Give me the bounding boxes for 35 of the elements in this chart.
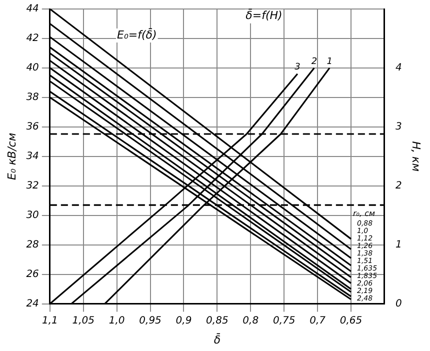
y-tick-label: 24	[26, 298, 39, 310]
y-tick-label: 40	[26, 62, 39, 74]
x-tick-label: 0,8	[242, 315, 259, 326]
x-axis-title: δ̄	[214, 332, 221, 346]
legend-title: r₀, см	[352, 208, 375, 218]
y2-tick-label: 1	[395, 239, 402, 250]
y2-tick-label: 2	[395, 180, 402, 192]
y-tick-label: 38	[26, 92, 39, 104]
y2-tick-label: 4	[395, 62, 402, 74]
x-tick-label: 0,85	[206, 315, 228, 326]
y-tick-label: 44	[26, 4, 39, 15]
series-label: 1	[326, 56, 332, 67]
annotation: δ̄=f(H)	[246, 8, 282, 22]
y-axis-title: E₀ кВ/см	[5, 132, 18, 180]
y2-tick-label: 3	[395, 122, 402, 133]
x-tick-label: 1,1	[42, 315, 58, 326]
x-tick-label: 0,9	[176, 315, 192, 326]
y-tick-label: 42	[26, 33, 39, 44]
x-tick-label: 1,0	[108, 315, 125, 326]
x-tick-label: 0,7	[310, 315, 326, 326]
y-tick-label: 32	[26, 180, 39, 192]
y-tick-label: 30	[26, 210, 39, 221]
x-tick-label: 0,75	[272, 315, 296, 326]
y2-axis-title: H, км	[410, 141, 423, 172]
x-tick-label: 0,65	[340, 315, 362, 326]
y-tick-label: 36	[26, 122, 39, 133]
series-label: 2	[311, 56, 318, 67]
x-tick-label: 0,95	[139, 315, 162, 326]
y2-tick-label: 0	[395, 298, 402, 310]
y-tick-label: 28	[26, 239, 39, 250]
y-tick-label: 34	[26, 150, 39, 162]
x-tick-label: 1,05	[72, 315, 95, 326]
annotation: E₀=f(δ̄)	[117, 27, 157, 42]
series-label: 3	[294, 62, 301, 73]
y-tick-label: 26	[26, 268, 39, 280]
